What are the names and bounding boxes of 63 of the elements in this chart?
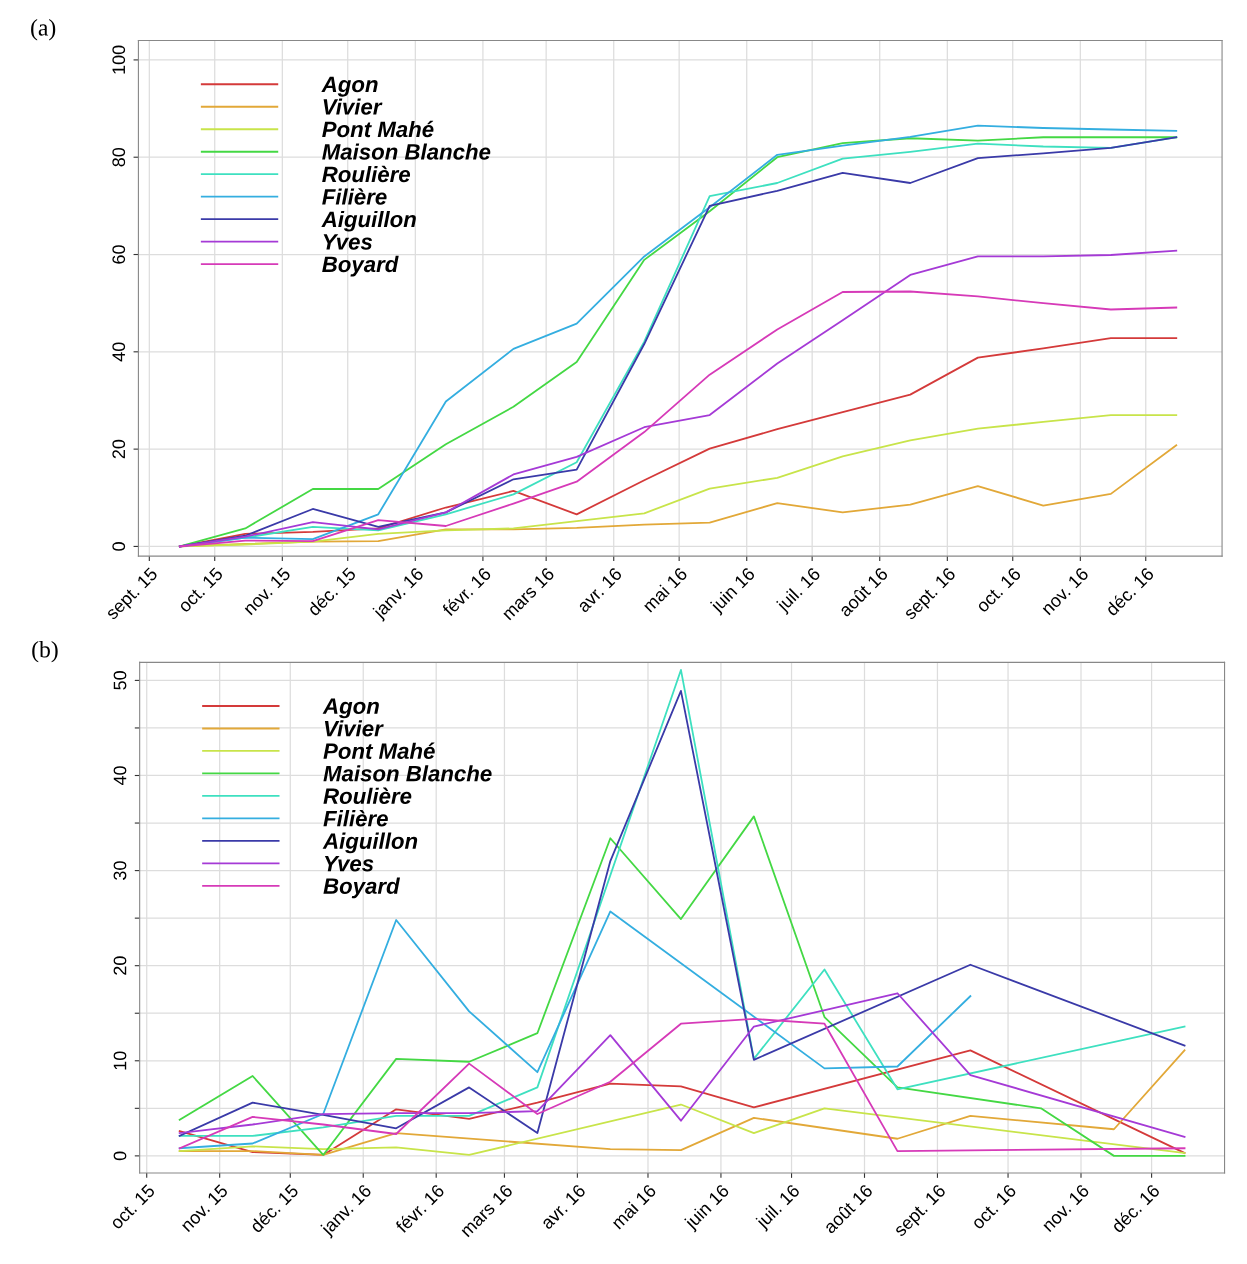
y-tick-label: 50 xyxy=(113,671,127,690)
x-tick-label: oct. 16 xyxy=(975,566,1022,614)
legend-label: Pont Mahé xyxy=(322,120,434,138)
legend-label: Vivier xyxy=(323,98,383,115)
x-tick-label: oct. 15 xyxy=(177,566,224,614)
x-tick-label: févr. 16 xyxy=(441,566,492,617)
legend-label: Boyard xyxy=(323,877,400,899)
y-tick-label: 30 xyxy=(113,861,127,880)
legend-label: Vivier xyxy=(324,720,384,737)
y-tick-label: 10 xyxy=(113,1051,127,1070)
x-tick-label: mai 16 xyxy=(610,1183,657,1230)
y-tick-label: 20 xyxy=(113,956,127,975)
x-tick-label: oct. 15 xyxy=(109,1183,156,1230)
text: (b) xyxy=(32,640,58,663)
x-tick-label: juil. 16 xyxy=(754,1183,803,1232)
text: (a) xyxy=(31,19,56,41)
x-tick-label: sept. 16 xyxy=(892,1183,949,1240)
x-tick-label: févr. 16 xyxy=(394,1183,445,1234)
y-tick-label: 60 xyxy=(112,245,126,264)
legend-label: Yves xyxy=(324,855,374,872)
y-tick-label: 20 xyxy=(112,439,126,459)
legend-label: Maison Blanche xyxy=(322,143,491,160)
y-tick-label: 80 xyxy=(112,147,126,167)
legend-label: Aiguillon xyxy=(322,832,418,854)
legend-label: Maison Blanche xyxy=(323,765,492,782)
x-tick-label: juin 16 xyxy=(708,566,759,616)
x-tick-label: juin 16 xyxy=(683,1183,733,1233)
x-tick-label: août 16 xyxy=(822,1183,874,1235)
legend-label: Filière xyxy=(322,188,387,205)
legend-label: Pont Mahé xyxy=(323,742,435,759)
x-tick-label: avr. 16 xyxy=(576,566,623,614)
line-series xyxy=(178,910,972,1150)
legend-label: Yves xyxy=(323,234,373,250)
x-tick-label: déc. 16 xyxy=(1110,1183,1161,1234)
line-series xyxy=(178,1103,1186,1156)
line-series xyxy=(178,1018,1186,1153)
legend-label: Roulière xyxy=(323,787,412,804)
legend-label: Filière xyxy=(323,809,388,827)
x-tick-label: déc. 15 xyxy=(248,1183,300,1234)
x-tick-label: nov. 16 xyxy=(1041,1183,1090,1233)
y-tick-label: 0 xyxy=(112,542,126,551)
line-series xyxy=(178,1049,1186,1156)
x-tick-label: oct. 16 xyxy=(970,1183,1017,1230)
x-tick-label: juil. 16 xyxy=(774,566,824,615)
x-tick-label: avr. 16 xyxy=(539,1183,587,1230)
y-tick-label: 100 xyxy=(112,45,126,74)
y-tick-label: 40 xyxy=(113,766,127,786)
line-series xyxy=(178,992,1186,1138)
y-tick-label: 40 xyxy=(112,342,126,362)
x-tick-label: nov. 15 xyxy=(180,1183,229,1233)
x-tick-label: nov. 16 xyxy=(1040,566,1090,616)
legend-label: Aiguillon xyxy=(321,210,416,232)
legend-label: Roulière xyxy=(322,165,411,183)
x-tick-label: nov. 15 xyxy=(242,566,292,616)
x-tick-label: déc. 16 xyxy=(1104,566,1155,617)
x-tick-label: sept. 15 xyxy=(104,566,161,623)
legend-label: Agon xyxy=(321,76,378,97)
x-tick-label: mai 16 xyxy=(641,566,688,613)
legend-label: Boyard xyxy=(322,255,399,277)
legend-label: Agon xyxy=(322,698,379,719)
x-tick-label: sept. 16 xyxy=(902,566,959,623)
x-tick-label: déc. 15 xyxy=(306,566,357,617)
y-tick-label: 0 xyxy=(113,1151,127,1161)
